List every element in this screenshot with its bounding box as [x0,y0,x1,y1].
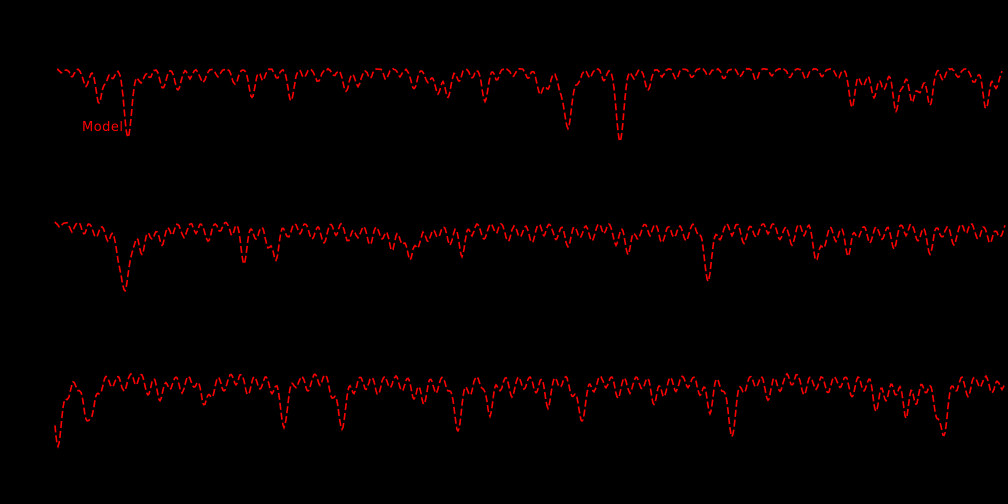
model-annotation-label: Model [82,120,124,135]
spectrum-panel-bottom [0,336,1008,504]
spectrum-trace-top [56,67,1003,144]
spectrum-trace-bottom [54,372,1006,449]
spectrum-plot-middle [54,221,1006,293]
spectrum-panel-top [0,0,1008,168]
spectrum-plot-top [56,67,1003,144]
spectrum-panel-middle [0,168,1008,336]
spectrum-trace-middle [54,221,1006,293]
spectrum-plot-bottom [54,372,1006,449]
